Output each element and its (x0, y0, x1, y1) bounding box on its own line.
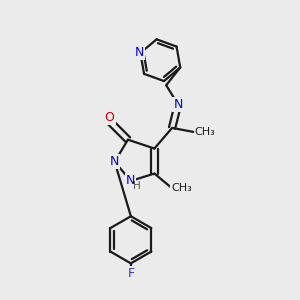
Text: O: O (105, 111, 115, 124)
Text: N: N (110, 155, 119, 168)
Text: F: F (127, 267, 134, 280)
Text: N: N (126, 174, 135, 188)
Text: CH₃: CH₃ (171, 183, 192, 193)
Text: CH₃: CH₃ (195, 127, 215, 137)
Text: N: N (173, 98, 183, 111)
Text: H: H (134, 181, 141, 191)
Text: N: N (135, 46, 145, 59)
